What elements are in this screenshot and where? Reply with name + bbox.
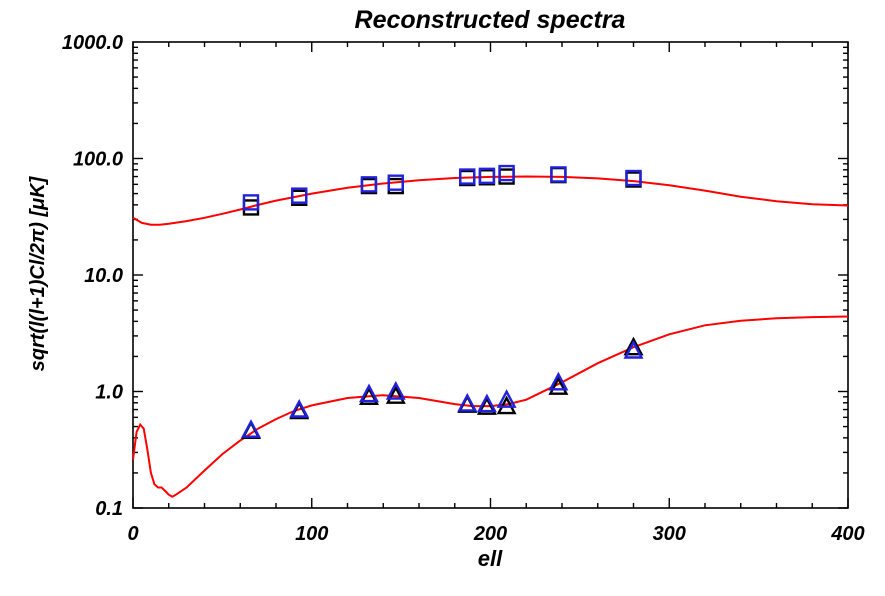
square-marker: [459, 168, 476, 185]
model-curves: [132, 175, 849, 498]
y-tick-label: 1000.0: [62, 32, 123, 54]
x-tick-label: 300: [653, 523, 686, 545]
data-markers: [241, 164, 644, 439]
triangle-marker: [385, 385, 406, 404]
triangle-marker: [359, 383, 379, 403]
y-axis-ticks: 0.1 1.0 10.0 100.0 1000.0: [62, 32, 848, 520]
plot-frame: [132, 41, 849, 509]
triangle-marker: [496, 389, 517, 408]
triangle-marker: [385, 380, 406, 400]
y-tick-label: 100.0: [73, 149, 123, 171]
triangle-marker: [476, 396, 497, 415]
triangle-marker: [548, 376, 569, 395]
x-tick-label: 0: [127, 523, 138, 545]
y-tick-label: 1.0: [95, 382, 123, 404]
square-marker: [550, 166, 567, 184]
chart-title: Reconstructed spectra: [355, 6, 626, 34]
triangle-marker: [623, 336, 644, 356]
triangle-marker: [289, 398, 310, 418]
plot-border: [132, 41, 849, 509]
y-tick-label: 10.0: [84, 265, 123, 287]
model-curve-0: [132, 175, 849, 226]
x-tick-label: 200: [473, 523, 507, 545]
triangle-marker: [241, 419, 261, 438]
square-marker: [478, 167, 496, 185]
x-axis-ticks: 0 100 200 300 400: [127, 42, 865, 545]
square-marker: [625, 169, 642, 187]
x-tick-label: 100: [295, 523, 328, 545]
y-axis-label: sqrt(l(l+1)Cl/2π) [μK]: [27, 175, 49, 371]
x-tick-label: 400: [830, 523, 864, 545]
square-marker: [387, 174, 404, 191]
square-marker: [360, 176, 378, 193]
square-marker: [550, 166, 567, 183]
triangle-marker: [359, 386, 379, 405]
triangle-marker: [476, 393, 497, 413]
y-tick-label: 0.1: [95, 498, 123, 520]
triangle-marker: [623, 339, 644, 359]
square-marker: [291, 187, 308, 204]
square-marker: [498, 164, 515, 182]
triangle-marker: [548, 371, 569, 391]
square-marker: [242, 194, 260, 211]
triangle-marker: [457, 392, 478, 412]
x-axis-label: ell: [478, 546, 503, 571]
